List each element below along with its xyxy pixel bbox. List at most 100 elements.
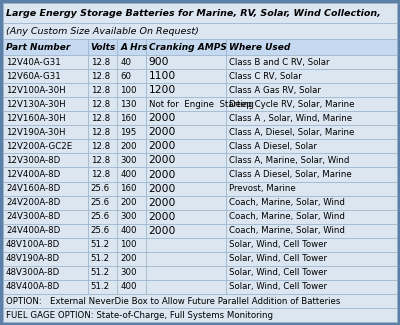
Text: 130: 130 (120, 100, 137, 109)
Bar (117, 280, 146, 294)
Text: 25.6: 25.6 (91, 212, 110, 221)
Bar (226, 238, 397, 252)
Bar (88, 125, 117, 139)
Bar (146, 69, 226, 83)
Bar (226, 153, 397, 167)
Text: 48V100A-8D: 48V100A-8D (6, 240, 60, 249)
Bar (146, 153, 226, 167)
Text: 12V300A-8D: 12V300A-8D (6, 156, 60, 165)
Bar (117, 153, 146, 167)
Bar (3, 39, 88, 55)
Bar (226, 55, 397, 69)
Text: 2000: 2000 (149, 226, 176, 236)
Bar (226, 111, 397, 125)
Text: Cranking AMPS: Cranking AMPS (149, 43, 226, 51)
Bar (117, 97, 146, 111)
Text: 12.8: 12.8 (91, 58, 110, 67)
Text: 200: 200 (120, 142, 137, 151)
Text: 1200: 1200 (149, 85, 176, 95)
Bar (3, 139, 88, 153)
Text: 2000: 2000 (149, 127, 176, 137)
Text: Class A , Solar, Wind, Marine: Class A , Solar, Wind, Marine (229, 114, 352, 123)
Bar (226, 182, 397, 196)
Bar (3, 210, 88, 224)
Bar (146, 196, 226, 210)
Bar (88, 238, 117, 252)
Bar (146, 266, 226, 280)
Bar (117, 111, 146, 125)
Bar (3, 252, 88, 266)
Bar (146, 125, 226, 139)
Bar (146, 39, 226, 55)
Bar (117, 224, 146, 238)
Text: Where Used: Where Used (229, 43, 291, 51)
Bar (117, 83, 146, 97)
Text: 24V200A-8D: 24V200A-8D (6, 198, 60, 207)
Text: Prevost, Marine: Prevost, Marine (229, 184, 296, 193)
Bar (226, 224, 397, 238)
Bar (146, 238, 226, 252)
Text: Solar, Wind, Cell Tower: Solar, Wind, Cell Tower (229, 282, 327, 292)
Bar (3, 83, 88, 97)
Text: 12V400A-8D: 12V400A-8D (6, 170, 60, 179)
Bar (117, 139, 146, 153)
Text: Deep Cycle RV, Solar, Marine: Deep Cycle RV, Solar, Marine (229, 100, 355, 109)
Text: 12V190A-30H: 12V190A-30H (6, 128, 66, 137)
Text: Coach, Marine, Solar, Wind: Coach, Marine, Solar, Wind (229, 198, 345, 207)
Bar (146, 111, 226, 125)
Text: 160: 160 (120, 114, 137, 123)
Text: 400: 400 (120, 282, 137, 292)
Text: Class A Gas RV, Solar: Class A Gas RV, Solar (229, 86, 321, 95)
Bar (226, 167, 397, 182)
Text: Solar, Wind, Cell Tower: Solar, Wind, Cell Tower (229, 240, 327, 249)
Text: 25.6: 25.6 (91, 184, 110, 193)
Text: 24V400A-8D: 24V400A-8D (6, 226, 60, 235)
Text: 300: 300 (120, 268, 137, 278)
Text: Class A, Diesel, Solar, Marine: Class A, Diesel, Solar, Marine (229, 128, 355, 137)
Bar (146, 252, 226, 266)
Text: Not for  Engine  Starting: Not for Engine Starting (149, 100, 254, 109)
Text: 48V400A-8D: 48V400A-8D (6, 282, 60, 292)
Text: 51.2: 51.2 (91, 268, 110, 278)
Text: 51.2: 51.2 (91, 282, 110, 292)
Bar (3, 23, 397, 39)
Bar (88, 97, 117, 111)
Bar (226, 125, 397, 139)
Text: Class A Diesel, Solar, Marine: Class A Diesel, Solar, Marine (229, 170, 352, 179)
Bar (146, 280, 226, 294)
Text: Class C RV, Solar: Class C RV, Solar (229, 72, 302, 81)
Text: 48V190A-8D: 48V190A-8D (6, 254, 60, 263)
Bar (146, 97, 226, 111)
Text: Solar, Wind, Cell Tower: Solar, Wind, Cell Tower (229, 254, 327, 263)
Text: 25.6: 25.6 (91, 198, 110, 207)
Text: 24V300A-8D: 24V300A-8D (6, 212, 60, 221)
Text: 200: 200 (120, 198, 137, 207)
Text: 12V100A-30H: 12V100A-30H (6, 86, 66, 95)
Bar (226, 97, 397, 111)
Text: 12V60A-G31: 12V60A-G31 (6, 72, 61, 81)
Text: Class B and C RV, Solar: Class B and C RV, Solar (229, 58, 330, 67)
Text: 12.8: 12.8 (91, 100, 110, 109)
Text: 160: 160 (120, 184, 137, 193)
Bar (3, 153, 88, 167)
Text: 40: 40 (120, 58, 131, 67)
Bar (3, 111, 88, 125)
Bar (117, 238, 146, 252)
Bar (3, 182, 88, 196)
Bar (88, 182, 117, 196)
Text: 100: 100 (120, 240, 137, 249)
Text: Volts: Volts (91, 43, 116, 51)
Bar (117, 266, 146, 280)
Bar (117, 55, 146, 69)
Text: 300: 300 (120, 156, 137, 165)
Bar (117, 167, 146, 182)
Text: 100: 100 (120, 86, 137, 95)
Bar (146, 224, 226, 238)
Bar (88, 224, 117, 238)
Text: 60: 60 (120, 72, 131, 81)
Text: OPTION:   External NeverDie Box to Allow Future Parallel Addition of Batteries: OPTION: External NeverDie Box to Allow F… (6, 296, 340, 306)
Bar (146, 182, 226, 196)
Bar (3, 308, 397, 322)
Bar (3, 69, 88, 83)
Text: 12.8: 12.8 (91, 142, 110, 151)
